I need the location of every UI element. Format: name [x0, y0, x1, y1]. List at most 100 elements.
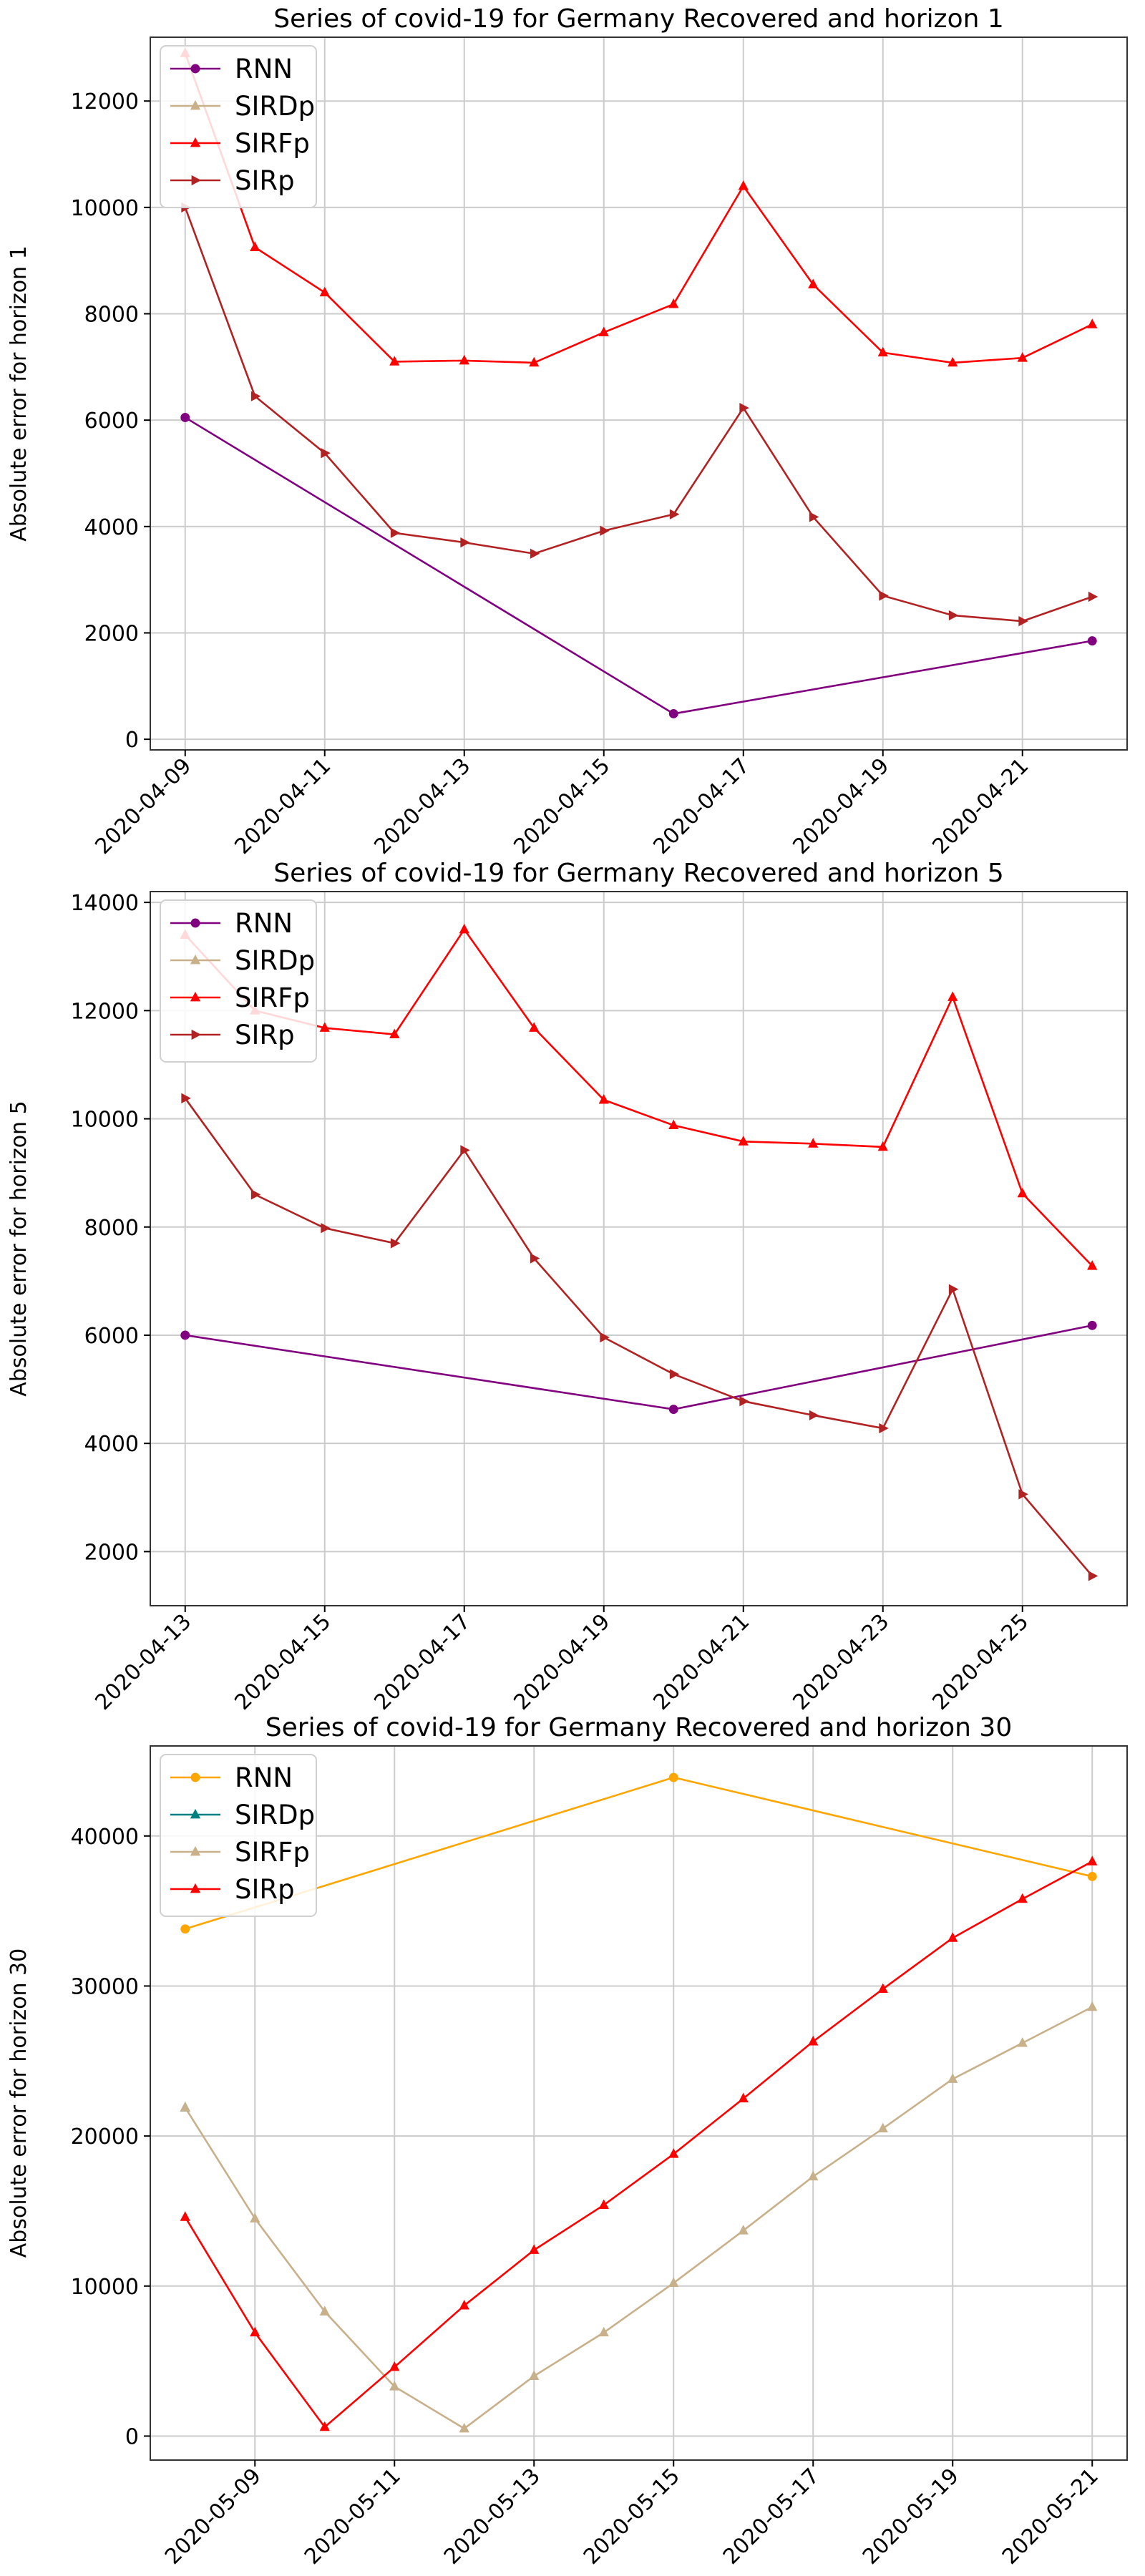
data-point	[668, 2148, 679, 2158]
series-line	[185, 416, 1093, 715]
data-point	[669, 509, 680, 519]
data-point	[668, 1119, 679, 1130]
data-point	[459, 2299, 469, 2310]
legend-label: SIRp	[235, 1020, 295, 1050]
data-point	[1018, 615, 1028, 627]
data-point	[738, 2225, 749, 2235]
series-RNN	[180, 1320, 1097, 1415]
y-tick-label: 6000	[84, 409, 139, 434]
data-point	[947, 1932, 958, 1942]
series-RNN	[180, 1772, 1097, 1934]
legend-label: SIRDp	[235, 91, 315, 122]
data-point	[319, 286, 330, 297]
data-point	[1087, 1871, 1097, 1881]
y-tick-label: 6000	[84, 1324, 139, 1349]
y-tick-label: 4000	[84, 1432, 139, 1457]
legend-box	[160, 45, 317, 208]
x-tick-label: 2020-05-15	[579, 2464, 685, 2570]
data-point	[180, 1330, 190, 1340]
y-tick-label: 8000	[84, 1216, 139, 1241]
y-tick-label: 2000	[84, 1540, 139, 1565]
y-tick-label: 12000	[71, 999, 139, 1024]
data-point	[739, 402, 749, 414]
data-point	[1087, 1855, 1098, 1865]
data-point	[877, 1983, 888, 1994]
series-SIRFp	[180, 47, 1098, 367]
x-tick-label: 2020-05-19	[858, 2464, 964, 2570]
data-point	[598, 2199, 609, 2209]
y-tick-label: 10000	[71, 2275, 139, 2300]
series-RNN	[180, 412, 1097, 718]
x-tick-label: 2020-05-21	[998, 2464, 1103, 2570]
data-point	[1017, 352, 1028, 362]
data-point	[459, 354, 469, 365]
legend-box	[160, 1754, 317, 1917]
data-point	[598, 1094, 609, 1104]
data-point	[250, 2212, 260, 2223]
x-tick-label: 2020-05-17	[718, 2464, 824, 2570]
data-point	[879, 1423, 889, 1434]
data-point	[948, 1284, 959, 1294]
data-point	[529, 356, 540, 367]
data-point	[1017, 1187, 1028, 1198]
legend-label: SIRDp	[235, 1800, 315, 1830]
data-point	[1017, 1893, 1028, 1903]
data-point	[180, 1924, 190, 1934]
data-point	[877, 346, 888, 357]
y-tick-label: 10000	[71, 1108, 139, 1133]
legend: RNN SIRDp SIRFp SIRp	[160, 899, 317, 1063]
data-point	[321, 448, 331, 459]
x-tick-label: 2020-04-13	[369, 753, 475, 859]
series-line	[184, 1098, 1093, 1577]
data-point	[180, 412, 190, 422]
y-tick-label: 12000	[71, 89, 139, 114]
legend-label: SIRFp	[235, 128, 310, 159]
data-point	[738, 180, 749, 190]
legend-marker	[190, 1808, 201, 1819]
data-point	[250, 241, 260, 251]
chart-title: Series of covid-19 for Germany Recovered…	[265, 1713, 1012, 1742]
legend-label: SIRDp	[235, 945, 315, 976]
legend-label: SIRFp	[235, 1837, 310, 1868]
data-point	[879, 590, 889, 601]
data-point	[1087, 1320, 1097, 1330]
data-point	[319, 2306, 330, 2316]
data-point	[530, 548, 540, 559]
data-point	[947, 2073, 958, 2083]
legend-label: RNN	[235, 1762, 293, 1793]
legend: RNN SIRDp SIRFp SIRp	[160, 45, 317, 208]
data-point	[808, 1138, 819, 1148]
legend-label: RNN	[235, 908, 293, 939]
x-tick-label: 2020-04-21	[927, 753, 1033, 859]
data-point	[600, 525, 610, 536]
series-line	[184, 927, 1093, 1267]
data-point	[738, 1136, 749, 1146]
y-tick-label: 14000	[71, 891, 139, 916]
legend-label: SIRFp	[235, 982, 310, 1013]
legend-label: SIRp	[235, 1874, 295, 1905]
data-point	[809, 1410, 819, 1421]
series-line	[185, 1776, 1093, 1931]
data-point	[668, 298, 679, 308]
chart-panel-1: Series of covid-19 for Germany Recovered…	[6, 4, 1128, 859]
y-tick-label: 8000	[84, 303, 139, 328]
x-tick-label: 2020-05-13	[439, 2464, 545, 2570]
legend-marker	[191, 175, 202, 186]
data-point	[668, 2277, 679, 2287]
data-point	[1087, 636, 1097, 646]
legend-label: SIRp	[235, 165, 295, 196]
data-point	[460, 537, 470, 548]
data-point	[250, 1189, 261, 1200]
data-point	[668, 1405, 678, 1415]
data-point	[1018, 1489, 1028, 1500]
legend-marker	[190, 99, 201, 110]
data-point	[668, 1772, 678, 1782]
data-point	[739, 1396, 749, 1407]
y-tick-label: 0	[125, 2424, 139, 2449]
chart-title: Series of covid-19 for Germany Recovered…	[273, 859, 1004, 888]
legend: RNN SIRDp SIRFp SIRp	[160, 1754, 317, 1917]
data-point	[1087, 2001, 1098, 2011]
x-tick-label: 2020-04-11	[230, 753, 336, 859]
x-tick-label: 2020-04-17	[369, 1609, 475, 1715]
